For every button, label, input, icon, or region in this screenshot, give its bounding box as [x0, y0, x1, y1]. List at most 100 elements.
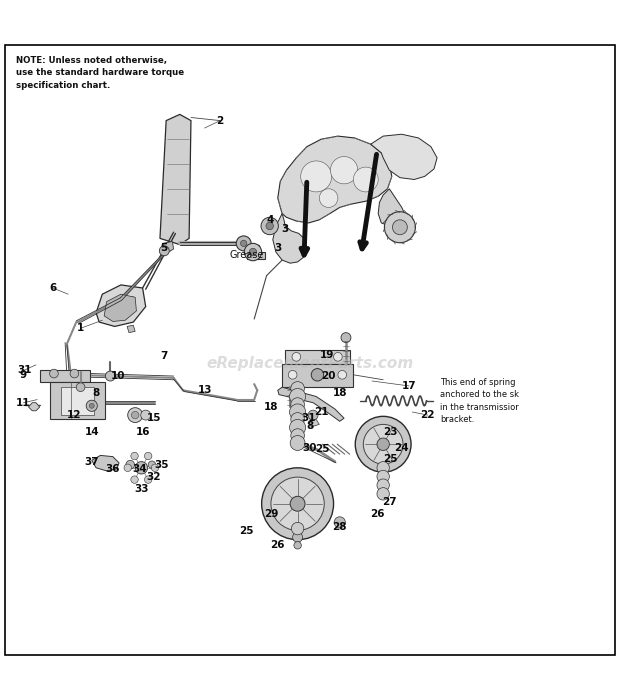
Text: 21: 21	[314, 407, 329, 417]
Text: 10: 10	[110, 371, 125, 381]
Text: NOTE: Unless noted otherwise,
use the standard hardware torque
specification cha: NOTE: Unless noted otherwise, use the st…	[16, 55, 184, 90]
Polygon shape	[161, 241, 174, 252]
Text: 6: 6	[49, 283, 56, 293]
Circle shape	[76, 383, 85, 391]
Circle shape	[355, 416, 411, 472]
Circle shape	[384, 211, 415, 243]
Text: 18: 18	[332, 389, 347, 398]
Text: 9: 9	[20, 370, 27, 380]
Text: 34: 34	[132, 464, 147, 474]
Circle shape	[341, 332, 351, 342]
Circle shape	[126, 461, 135, 469]
Circle shape	[377, 470, 389, 483]
Text: 30: 30	[303, 443, 317, 453]
Circle shape	[319, 189, 338, 207]
Text: 25: 25	[383, 454, 398, 463]
Circle shape	[377, 461, 389, 474]
Text: 17: 17	[402, 381, 417, 391]
Text: 29: 29	[264, 510, 279, 519]
Circle shape	[290, 496, 305, 511]
Text: 32: 32	[146, 472, 161, 482]
Text: 5: 5	[161, 243, 168, 253]
Circle shape	[148, 461, 156, 468]
Text: 12: 12	[67, 410, 82, 420]
Circle shape	[131, 412, 139, 419]
Circle shape	[271, 477, 324, 531]
Text: 3: 3	[281, 224, 289, 234]
Circle shape	[261, 217, 278, 234]
Text: This end of spring
anchored to the sk
in the transmissior
bracket.: This end of spring anchored to the sk in…	[440, 378, 519, 424]
Text: 3: 3	[274, 243, 281, 253]
Circle shape	[144, 452, 152, 460]
Circle shape	[290, 389, 306, 405]
Circle shape	[338, 370, 347, 379]
Polygon shape	[29, 402, 40, 411]
Text: 8: 8	[306, 421, 314, 430]
Circle shape	[334, 353, 342, 361]
Text: 23: 23	[383, 427, 398, 437]
Circle shape	[141, 410, 151, 420]
Circle shape	[377, 488, 389, 500]
Text: 20: 20	[321, 371, 336, 381]
Polygon shape	[96, 285, 146, 326]
Circle shape	[70, 369, 79, 378]
Text: 26: 26	[270, 540, 285, 550]
Circle shape	[128, 407, 143, 423]
Circle shape	[291, 428, 304, 442]
Circle shape	[292, 353, 301, 361]
Text: 27: 27	[382, 497, 397, 507]
Polygon shape	[61, 387, 94, 415]
Text: 31: 31	[17, 365, 32, 374]
Text: 14: 14	[84, 427, 99, 437]
Circle shape	[291, 522, 304, 535]
Circle shape	[236, 236, 251, 251]
Text: 24: 24	[394, 443, 409, 453]
Polygon shape	[285, 350, 350, 363]
Text: 26: 26	[370, 510, 384, 519]
Circle shape	[291, 382, 304, 395]
Polygon shape	[40, 370, 90, 382]
Polygon shape	[247, 244, 265, 260]
Text: 13: 13	[197, 385, 212, 396]
Text: 31: 31	[301, 413, 316, 424]
Text: 35: 35	[154, 460, 169, 470]
Polygon shape	[104, 294, 136, 321]
Text: 28: 28	[332, 522, 347, 532]
Circle shape	[330, 157, 358, 184]
Text: 4: 4	[266, 215, 273, 225]
Circle shape	[363, 424, 403, 464]
Circle shape	[377, 479, 389, 491]
Polygon shape	[273, 214, 307, 263]
Circle shape	[294, 542, 301, 549]
Circle shape	[131, 476, 138, 483]
Circle shape	[290, 419, 306, 435]
Text: 33: 33	[134, 484, 149, 494]
Text: eReplacementParts.com: eReplacementParts.com	[206, 356, 414, 371]
Text: 19: 19	[320, 350, 335, 360]
Polygon shape	[278, 136, 392, 223]
Text: 8: 8	[92, 389, 100, 398]
Circle shape	[377, 438, 389, 450]
Polygon shape	[309, 419, 319, 427]
Text: 22: 22	[420, 410, 435, 420]
Circle shape	[288, 370, 297, 379]
Circle shape	[89, 403, 94, 408]
Circle shape	[262, 468, 334, 540]
Polygon shape	[127, 326, 135, 332]
Text: Grease: Grease	[229, 250, 264, 260]
Text: 25: 25	[315, 444, 330, 454]
Text: 25: 25	[239, 526, 254, 536]
Circle shape	[105, 371, 115, 381]
Circle shape	[159, 246, 169, 256]
Circle shape	[293, 532, 303, 542]
Polygon shape	[160, 114, 191, 244]
Polygon shape	[378, 189, 406, 226]
Polygon shape	[278, 387, 344, 421]
Circle shape	[50, 369, 58, 378]
Text: 11: 11	[16, 398, 31, 407]
Circle shape	[392, 220, 407, 235]
Text: 16: 16	[135, 427, 150, 437]
Circle shape	[290, 404, 306, 420]
Circle shape	[301, 161, 332, 192]
Circle shape	[151, 464, 159, 472]
